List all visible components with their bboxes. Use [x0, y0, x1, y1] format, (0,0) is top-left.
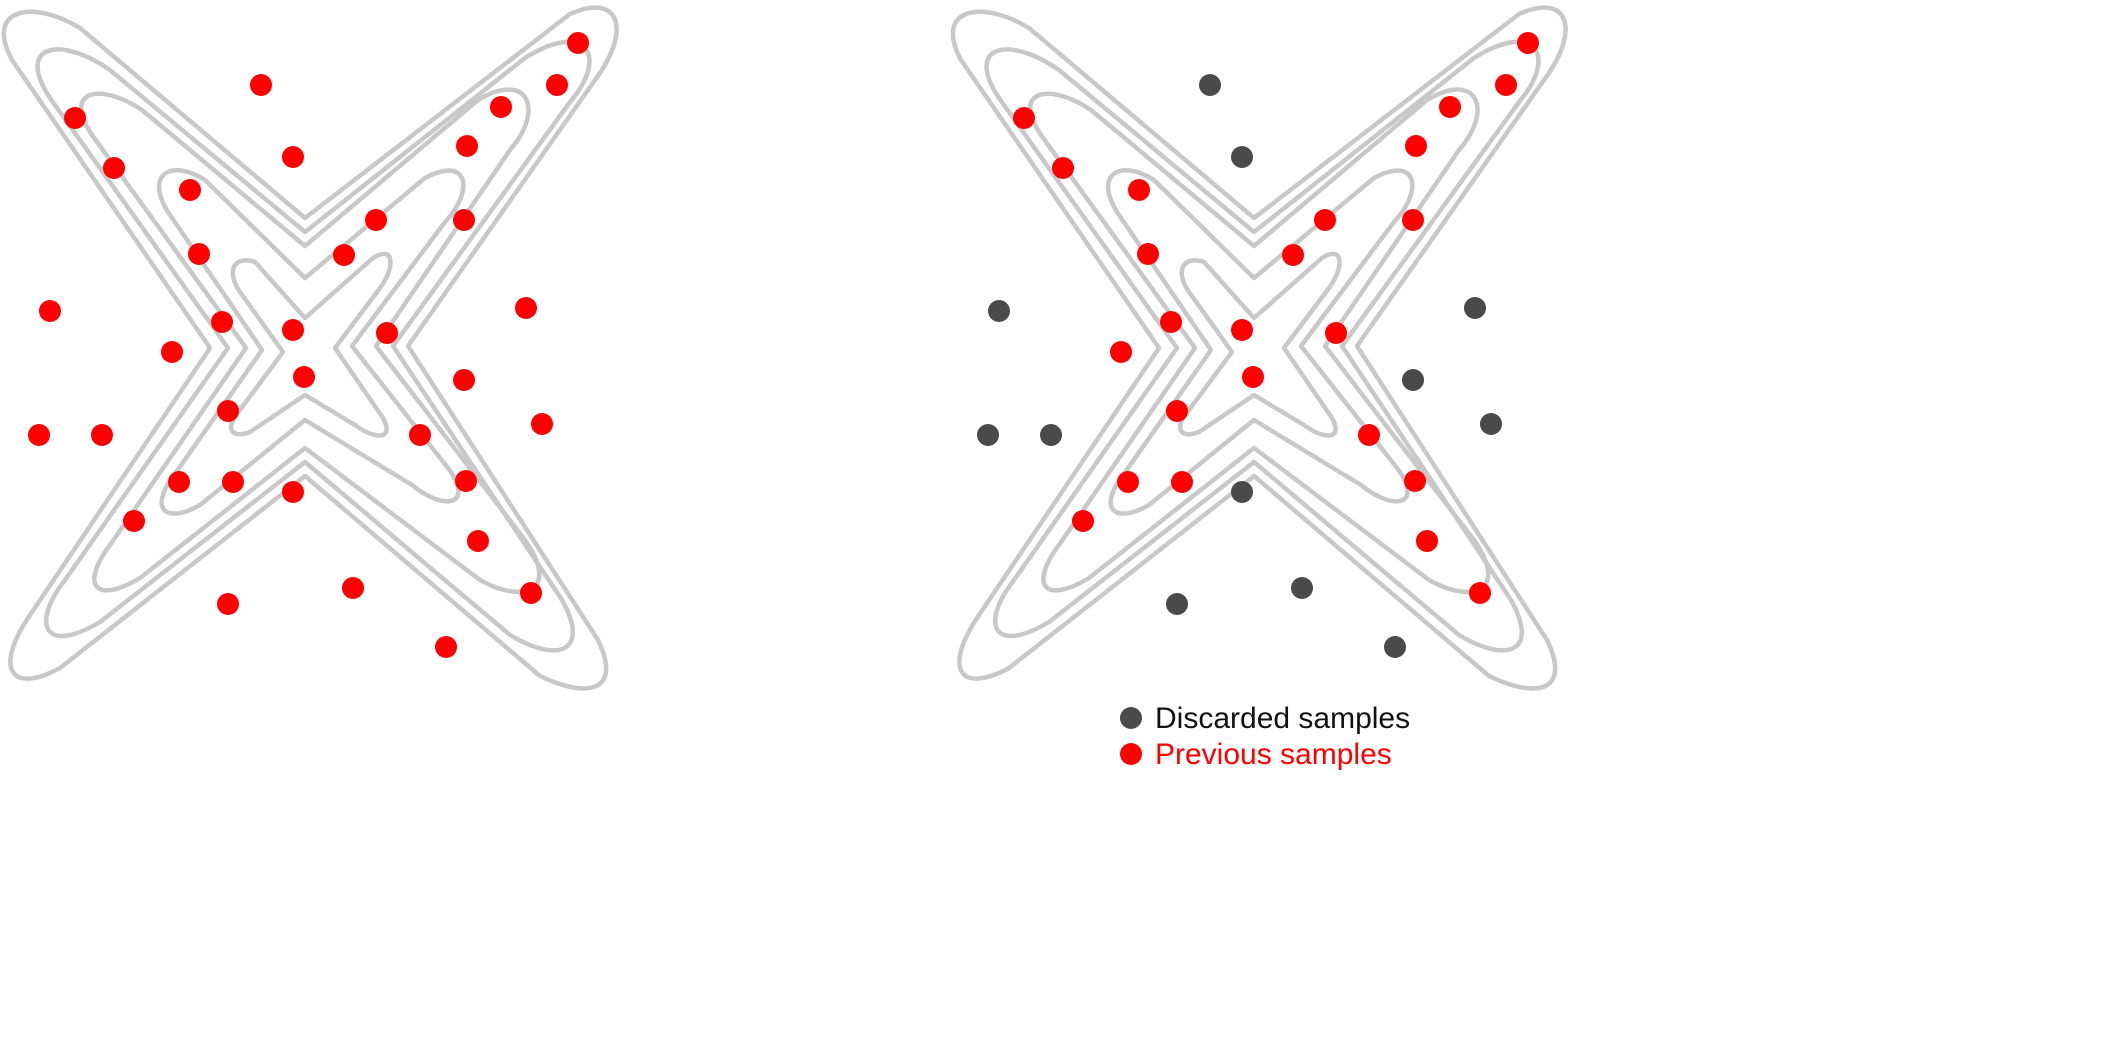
right-previous-sample-5 — [1314, 209, 1336, 231]
left-previous-sample-11 — [179, 179, 201, 201]
left-previous-sample-35 — [435, 636, 457, 658]
right-previous-sample-26 — [1117, 471, 1139, 493]
contour-level-1 — [1177, 251, 1342, 438]
right-previous-sample-14 — [1160, 311, 1182, 333]
left-previous-sample-8 — [282, 146, 304, 168]
right-discarded-sample-20 — [1402, 369, 1424, 391]
right-previous-sample-11 — [1128, 179, 1150, 201]
right-samples — [977, 32, 1539, 658]
left-previous-sample-5 — [365, 209, 387, 231]
right-previous-sample-6 — [1282, 244, 1304, 266]
right-discarded-sample-22 — [977, 424, 999, 446]
left-previous-sample-0 — [567, 32, 589, 54]
right-previous-sample-1 — [1495, 74, 1517, 96]
contour-group-left — [1, 5, 619, 691]
left-previous-sample-30 — [123, 510, 145, 532]
left-previous-sample-21 — [217, 400, 239, 422]
right-previous-sample-2 — [1439, 96, 1461, 118]
left-previous-sample-32 — [342, 577, 364, 599]
right-previous-sample-18 — [1110, 341, 1132, 363]
contour-level-2 — [156, 168, 466, 516]
left-previous-sample-10 — [103, 157, 125, 179]
left-previous-sample-3 — [456, 135, 478, 157]
left-previous-sample-14 — [211, 311, 233, 333]
left-previous-sample-29 — [282, 481, 304, 503]
left-previous-sample-27 — [222, 471, 244, 493]
right-previous-sample-19 — [1242, 366, 1264, 388]
left-previous-sample-28 — [455, 470, 477, 492]
left-previous-sample-20 — [453, 369, 475, 391]
legend-discarded-label: Discarded samples — [1155, 702, 1410, 735]
contour-level-2 — [1105, 168, 1415, 516]
right-previous-sample-3 — [1405, 135, 1427, 157]
right-previous-sample-33 — [1469, 582, 1491, 604]
right-previous-sample-0 — [1517, 32, 1539, 54]
right-previous-sample-28 — [1404, 470, 1426, 492]
right-previous-sample-4 — [1402, 209, 1424, 231]
right-previous-sample-31 — [1416, 530, 1438, 552]
left-previous-sample-25 — [531, 413, 553, 435]
right-panel — [950, 5, 1568, 691]
right-previous-sample-10 — [1052, 157, 1074, 179]
left-previous-sample-34 — [217, 593, 239, 615]
right-discarded-sample-17 — [1464, 297, 1486, 319]
left-previous-sample-1 — [546, 74, 568, 96]
right-previous-sample-15 — [1231, 319, 1253, 341]
left-previous-sample-9 — [64, 107, 86, 129]
left-previous-sample-26 — [168, 471, 190, 493]
left-panel — [1, 5, 619, 691]
right-discarded-sample-29 — [1231, 481, 1253, 503]
left-previous-sample-2 — [490, 96, 512, 118]
right-discarded-sample-23 — [1040, 424, 1062, 446]
left-previous-sample-33 — [520, 582, 542, 604]
right-previous-sample-27 — [1171, 471, 1193, 493]
contour-level-5 — [1, 5, 619, 691]
left-samples — [28, 32, 589, 658]
legend-previous-marker — [1120, 743, 1142, 765]
left-previous-sample-16 — [376, 322, 398, 344]
right-discarded-sample-8 — [1231, 146, 1253, 168]
left-previous-sample-4 — [453, 209, 475, 231]
left-previous-sample-15 — [282, 319, 304, 341]
legend-previous-label: Previous samples — [1155, 738, 1392, 771]
right-previous-sample-9 — [1013, 107, 1035, 129]
left-previous-sample-17 — [515, 297, 537, 319]
left-previous-sample-24 — [409, 424, 431, 446]
contour-level-3 — [1028, 87, 1491, 595]
legend: Discarded samples Previous samples — [1120, 702, 1410, 771]
left-previous-sample-19 — [293, 366, 315, 388]
right-previous-sample-12 — [1137, 243, 1159, 265]
right-previous-sample-30 — [1072, 510, 1094, 532]
right-previous-sample-24 — [1358, 424, 1380, 446]
left-previous-sample-12 — [188, 243, 210, 265]
right-discarded-sample-13 — [988, 300, 1010, 322]
right-discarded-sample-25 — [1480, 413, 1502, 435]
contour-level-3 — [79, 87, 542, 595]
right-previous-sample-16 — [1325, 322, 1347, 344]
left-previous-sample-31 — [467, 530, 489, 552]
contour-level-4 — [984, 39, 1541, 653]
left-previous-sample-23 — [91, 424, 113, 446]
right-previous-sample-21 — [1166, 400, 1188, 422]
legend-discarded-marker — [1120, 707, 1142, 729]
left-previous-sample-6 — [333, 244, 355, 266]
right-discarded-sample-34 — [1166, 593, 1188, 615]
left-previous-sample-22 — [28, 424, 50, 446]
left-previous-sample-13 — [39, 300, 61, 322]
right-discarded-sample-35 — [1384, 636, 1406, 658]
contour-level-4 — [35, 39, 592, 653]
contour-group-right — [950, 5, 1568, 691]
left-previous-sample-18 — [161, 341, 183, 363]
contour-level-5 — [950, 5, 1568, 691]
right-discarded-sample-32 — [1291, 577, 1313, 599]
left-previous-sample-7 — [250, 74, 272, 96]
right-discarded-sample-7 — [1199, 74, 1221, 96]
contour-level-1 — [228, 251, 393, 438]
